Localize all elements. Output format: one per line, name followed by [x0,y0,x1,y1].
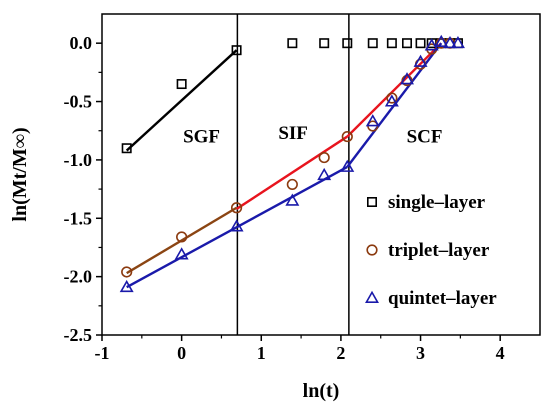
legend-marker [366,197,377,208]
data-point [365,114,380,127]
y-tick-label: -2.5 [64,325,93,345]
legend-item-3: quintet–layer [365,288,497,309]
data-point [400,72,414,85]
data-points-layer [119,34,465,293]
data-point [230,202,243,214]
data-point [402,38,413,49]
plot-frame [101,13,541,336]
fit-line-4 [346,42,443,138]
legend-item-2: triplet–layer [366,240,490,261]
data-point [121,143,132,154]
data-point [319,38,330,49]
data-point [176,231,188,243]
data-point [176,79,187,90]
y-tick-label: -2.0 [64,267,93,287]
legend-label: triplet–layer [388,240,490,261]
x-tick-label: -1 [95,343,110,363]
fit-line-3 [235,135,348,210]
data-point [119,279,134,293]
data-point [386,38,397,49]
legend-marker [366,244,378,256]
data-point [384,94,399,107]
data-point [286,178,298,191]
x-axis-title: ln(t) [303,380,340,402]
fit-line-1 [125,49,238,152]
x-tick-label: 3 [416,343,425,363]
data-point [424,38,439,51]
region-label-scf: SCF [407,126,443,147]
fit-line-2 [126,206,238,275]
data-point [229,219,244,232]
data-point [413,54,428,67]
y-tick-label: -1.0 [64,150,93,170]
data-point [450,35,465,49]
data-point [174,247,189,260]
region-layer: SGF SIF SCF [183,14,442,335]
data-point [341,130,353,143]
data-point [121,266,133,278]
region-label-sif: SIF [278,123,308,144]
legend-label: quintet–layer [388,288,497,309]
data-point [367,38,378,49]
x-tick-label: 4 [496,343,505,363]
y-tick-label: -0.5 [64,92,93,112]
data-point [342,38,353,49]
data-point [415,38,426,49]
x-tick-label: 2 [336,343,345,363]
data-point [434,34,449,48]
x-tick-label: 0 [177,343,186,363]
legend-label: single–layer [388,192,486,213]
legend-marker [365,290,379,304]
legend-item-1: single–layer [366,192,486,213]
data-point [340,159,355,172]
fit-line-5 [126,165,348,289]
region-label-sgf: SGF [183,126,220,147]
series-3 [119,34,465,293]
data-point [285,193,300,206]
data-point [287,38,298,49]
y-tick-label: 0.0 [70,33,93,53]
data-point [401,74,413,87]
y-axis-title: ln(Mt/M∞) [9,127,31,221]
data-point [443,35,457,49]
x-tick-label: 1 [257,343,266,363]
data-point [231,45,242,56]
data-point [318,151,330,164]
data-point [317,167,332,181]
data-point [386,92,398,104]
legend: single–layer triplet–layer quintet–layer [365,192,497,309]
axis-ticks-layer: -1 0 1 2 3 4 -2.5 -2.0 -1.5 -1.0 -0.5 0.0 [64,33,505,363]
y-tick-label: -1.5 [64,208,93,228]
